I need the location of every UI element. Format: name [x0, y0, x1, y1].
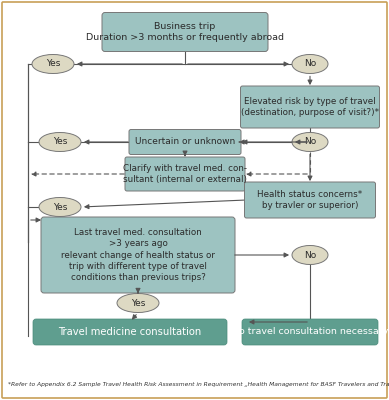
Text: Travel medicine consultation: Travel medicine consultation [58, 327, 202, 337]
Text: Yes: Yes [131, 298, 145, 308]
Ellipse shape [39, 198, 81, 216]
Text: No: No [304, 250, 316, 260]
FancyBboxPatch shape [129, 130, 241, 154]
FancyBboxPatch shape [102, 12, 268, 52]
FancyBboxPatch shape [41, 217, 235, 293]
Ellipse shape [292, 132, 328, 152]
FancyBboxPatch shape [245, 182, 375, 218]
Text: No travel consultation necessary: No travel consultation necessary [232, 328, 388, 336]
Text: Health status concerns*
by travler or superior): Health status concerns* by travler or su… [258, 190, 363, 210]
Text: Elevated risk by type of travel
(destination, purpose of visit?)*: Elevated risk by type of travel (destina… [241, 97, 379, 117]
Text: *Refer to Appendix 6.2 Sample Travel Health Risk Assessment in Requirement „Heal: *Refer to Appendix 6.2 Sample Travel Hea… [8, 382, 389, 387]
FancyBboxPatch shape [240, 86, 380, 128]
Text: No: No [304, 60, 316, 68]
Text: Yes: Yes [46, 60, 60, 68]
Text: Uncertain or unknown: Uncertain or unknown [135, 138, 235, 146]
FancyBboxPatch shape [125, 157, 245, 191]
Text: No: No [304, 138, 316, 146]
Ellipse shape [32, 54, 74, 74]
Ellipse shape [292, 54, 328, 74]
Ellipse shape [292, 246, 328, 264]
FancyBboxPatch shape [33, 319, 227, 345]
Text: Last travel med. consultation
>3 years ago
relevant change of health status or
t: Last travel med. consultation >3 years a… [61, 228, 215, 282]
FancyBboxPatch shape [242, 319, 378, 345]
Text: Yes: Yes [53, 138, 67, 146]
FancyBboxPatch shape [2, 2, 387, 398]
Text: Clarify with travel med. con-
sultant (internal or external): Clarify with travel med. con- sultant (i… [123, 164, 247, 184]
Ellipse shape [39, 132, 81, 152]
Text: Yes: Yes [53, 202, 67, 212]
Text: Business trip
Duration >3 months or frequently abroad: Business trip Duration >3 months or freq… [86, 22, 284, 42]
Ellipse shape [117, 294, 159, 312]
